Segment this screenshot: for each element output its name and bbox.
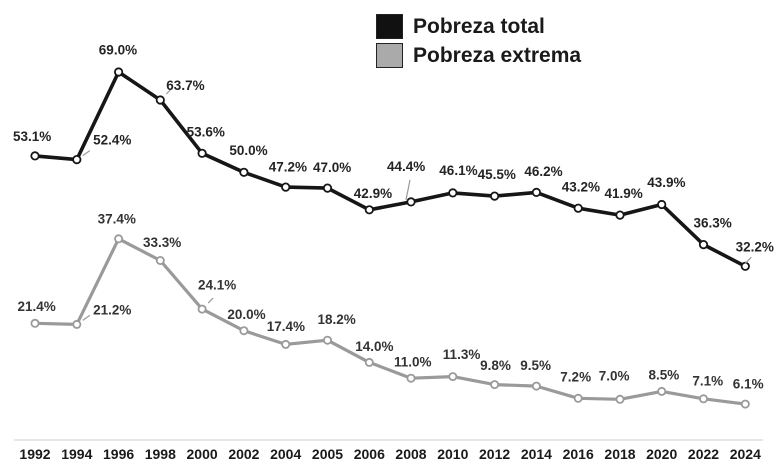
svg-text:33.3%: 33.3% <box>143 235 181 250</box>
svg-text:44.4%: 44.4% <box>387 159 425 174</box>
svg-text:2008: 2008 <box>395 446 426 462</box>
svg-text:69.0%: 69.0% <box>99 43 137 58</box>
svg-text:21.2%: 21.2% <box>93 303 131 318</box>
svg-text:14.0%: 14.0% <box>355 339 393 354</box>
svg-text:20.0%: 20.0% <box>227 307 265 322</box>
svg-text:47.0%: 47.0% <box>313 160 351 175</box>
svg-text:2006: 2006 <box>354 446 385 462</box>
svg-text:1994: 1994 <box>61 446 92 462</box>
svg-text:11.0%: 11.0% <box>394 355 432 370</box>
svg-text:42.9%: 42.9% <box>354 186 392 201</box>
svg-text:53.6%: 53.6% <box>187 124 225 139</box>
svg-text:2002: 2002 <box>228 446 259 462</box>
svg-text:6.1%: 6.1% <box>733 377 764 392</box>
svg-text:2014: 2014 <box>521 446 552 462</box>
svg-text:1996: 1996 <box>103 446 134 462</box>
svg-text:17.4%: 17.4% <box>267 319 305 334</box>
svg-text:2010: 2010 <box>437 446 468 462</box>
svg-text:2022: 2022 <box>688 446 719 462</box>
svg-text:2005: 2005 <box>312 446 343 462</box>
svg-text:9.5%: 9.5% <box>520 358 551 373</box>
svg-text:7.0%: 7.0% <box>599 369 630 384</box>
svg-text:63.7%: 63.7% <box>166 78 204 93</box>
svg-text:50.0%: 50.0% <box>229 143 267 158</box>
svg-text:46.2%: 46.2% <box>524 164 562 179</box>
svg-text:2018: 2018 <box>604 446 635 462</box>
svg-text:2004: 2004 <box>270 446 301 462</box>
svg-text:1992: 1992 <box>19 446 50 462</box>
svg-text:8.5%: 8.5% <box>649 367 680 382</box>
svg-text:18.2%: 18.2% <box>318 312 356 327</box>
svg-text:2000: 2000 <box>187 446 218 462</box>
svg-text:53.1%: 53.1% <box>13 129 51 144</box>
svg-text:7.2%: 7.2% <box>560 369 591 384</box>
svg-text:24.1%: 24.1% <box>198 278 236 293</box>
svg-text:43.9%: 43.9% <box>647 175 685 190</box>
svg-text:2012: 2012 <box>479 446 510 462</box>
svg-text:1998: 1998 <box>145 446 176 462</box>
svg-text:37.4%: 37.4% <box>98 211 136 226</box>
svg-text:21.4%: 21.4% <box>18 299 56 314</box>
svg-text:11.3%: 11.3% <box>443 347 481 362</box>
svg-text:2016: 2016 <box>563 446 594 462</box>
svg-text:9.8%: 9.8% <box>480 358 511 373</box>
svg-text:47.2%: 47.2% <box>269 160 307 175</box>
svg-text:43.2%: 43.2% <box>562 180 600 195</box>
svg-text:7.1%: 7.1% <box>692 374 723 389</box>
svg-text:32.2%: 32.2% <box>736 240 774 255</box>
svg-text:52.4%: 52.4% <box>93 133 131 148</box>
svg-text:2024: 2024 <box>730 446 761 462</box>
svg-text:41.9%: 41.9% <box>605 186 643 201</box>
svg-text:2020: 2020 <box>646 446 677 462</box>
svg-text:36.3%: 36.3% <box>694 216 732 231</box>
svg-text:45.5%: 45.5% <box>478 167 516 182</box>
svg-text:46.1%: 46.1% <box>439 163 477 178</box>
